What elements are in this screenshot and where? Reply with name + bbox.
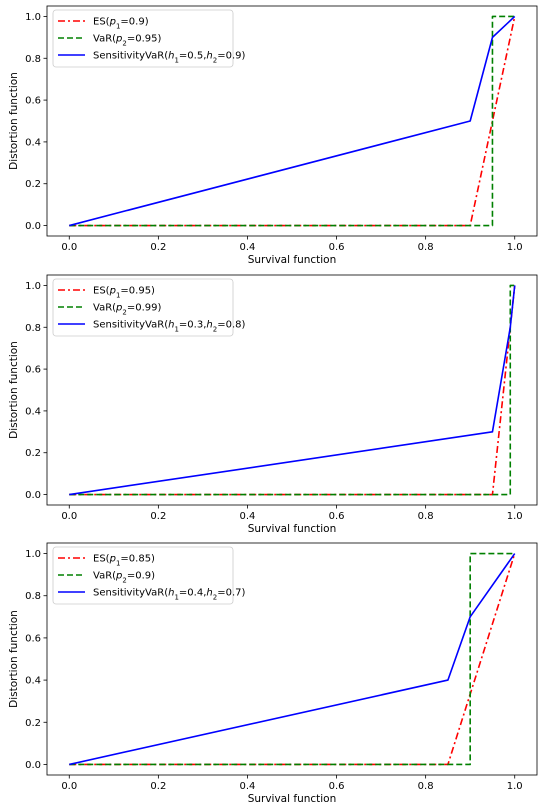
y-tick-label: 0.0 — [25, 490, 41, 501]
legend-label-2: VaR(p2=0.9) — [93, 571, 155, 585]
y-tick-label: 0.0 — [25, 221, 41, 232]
y-tick-label: 0.6 — [25, 96, 41, 107]
y-tick-label: 0.8 — [25, 591, 41, 602]
x-tick-label: 0.4 — [240, 511, 256, 522]
legend-label-2: VaR(p2=0.95) — [93, 34, 162, 48]
series-line-2 — [69, 552, 515, 766]
legend: ES(p1=0.9) VaR(p2=0.95) SensitivityVaR(h1=… — [52, 9, 245, 68]
x-tick-label: 1.0 — [507, 242, 523, 253]
x-tick-label: 0.8 — [418, 781, 434, 792]
x-tick-label: 0.0 — [61, 511, 77, 522]
y-tick-label: 0.6 — [25, 633, 41, 644]
legend-label-1: ES(p1=0.85) — [93, 554, 155, 568]
x-tick-label: 0.8 — [418, 242, 434, 253]
y-tick-label: 0.8 — [25, 323, 41, 334]
y-tick-label: 0.2 — [25, 718, 41, 729]
x-tick-label: 0.2 — [150, 511, 166, 522]
chart-panel-2: 0.0 0.2 0.4 0.6 0.8 1.0 0.0 0.2 0.4 0.6 0.8 1.0 Surv… — [8, 274, 538, 535]
legend-label-1: ES(p1=0.9) — [93, 17, 149, 31]
y-axis-label: Distortion function — [8, 72, 20, 170]
y-tick-label: 1.0 — [25, 281, 41, 292]
x-tick-label: 0.8 — [418, 511, 434, 522]
y-tick-label: 0.4 — [25, 137, 41, 148]
y-tick-label: 0.6 — [25, 365, 41, 376]
x-tick-label: 0.4 — [240, 242, 256, 253]
y-tick-label: 1.0 — [25, 12, 41, 23]
plot-frame — [46, 274, 538, 506]
legend-label-3: SensitivityVaR(h1=0.3,h2=0.8) — [93, 320, 245, 334]
series-line-2 — [69, 284, 515, 496]
legend: ES(p1=0.95) VaR(p2=0.99) SensitivityVaR(h1… — [52, 278, 245, 337]
y-tick-label: 0.0 — [25, 760, 41, 771]
x-tick-label: 1.0 — [507, 511, 523, 522]
series-line-3 — [69, 553, 516, 766]
y-tick-label: 0.8 — [25, 54, 41, 65]
x-tick-label: 0.2 — [150, 781, 166, 792]
y-tick-label: 0.2 — [25, 179, 41, 190]
x-tick-label: 0.6 — [329, 511, 345, 522]
y-axis-label: Distortion function — [8, 610, 20, 708]
x-tick-label: 0.0 — [61, 242, 77, 253]
series-line-3 — [69, 285, 516, 496]
x-axis-label: Survival function — [248, 254, 337, 266]
x-tick-label: 0.0 — [61, 781, 77, 792]
y-tick-label: 0.4 — [25, 676, 41, 687]
legend-box — [52, 546, 234, 605]
y-tick-label: 0.2 — [25, 448, 41, 459]
chart-panel-1: 0.0 0.2 0.4 0.6 0.8 1.0 0.0 0.2 0.4 0.6 0.8 1.0 Surv… — [8, 5, 538, 266]
legend-label-2: VaR(p2=0.99) — [93, 303, 162, 317]
x-axis-label: Survival function — [248, 523, 337, 535]
legend: ES(p1=0.85) VaR(p2=0.9) SensitivityVaR(h1=… — [52, 546, 245, 605]
y-axis-label: Distortion function — [8, 341, 20, 439]
plot-frame — [46, 542, 538, 776]
x-tick-label: 1.0 — [507, 781, 523, 792]
y-tick-label: 1.0 — [25, 549, 41, 560]
legend-label-3: SensitivityVaR(h1=0.4,h2=0.7) — [93, 588, 245, 602]
series-line-3 — [69, 15, 516, 227]
chart-panel-3: 0.0 0.2 0.4 0.6 0.8 1.0 0.0 0.2 0.4 0.6 0.8 1.0 Surv… — [8, 542, 538, 805]
x-axis-label: Survival function — [248, 793, 337, 805]
series-line-2 — [69, 15, 515, 227]
legend-label-1: ES(p1=0.95) — [93, 286, 155, 300]
legend-box — [52, 9, 234, 68]
x-tick-label: 0.6 — [329, 242, 345, 253]
x-tick-label: 0.4 — [240, 781, 256, 792]
legend-label-3: SensitivityVaR(h1=0.5,h2=0.9) — [93, 51, 245, 65]
x-tick-label: 0.2 — [150, 242, 166, 253]
y-tick-label: 0.4 — [25, 406, 41, 417]
legend-box — [52, 278, 234, 337]
x-tick-label: 0.6 — [329, 781, 345, 792]
plot-frame — [46, 5, 538, 237]
